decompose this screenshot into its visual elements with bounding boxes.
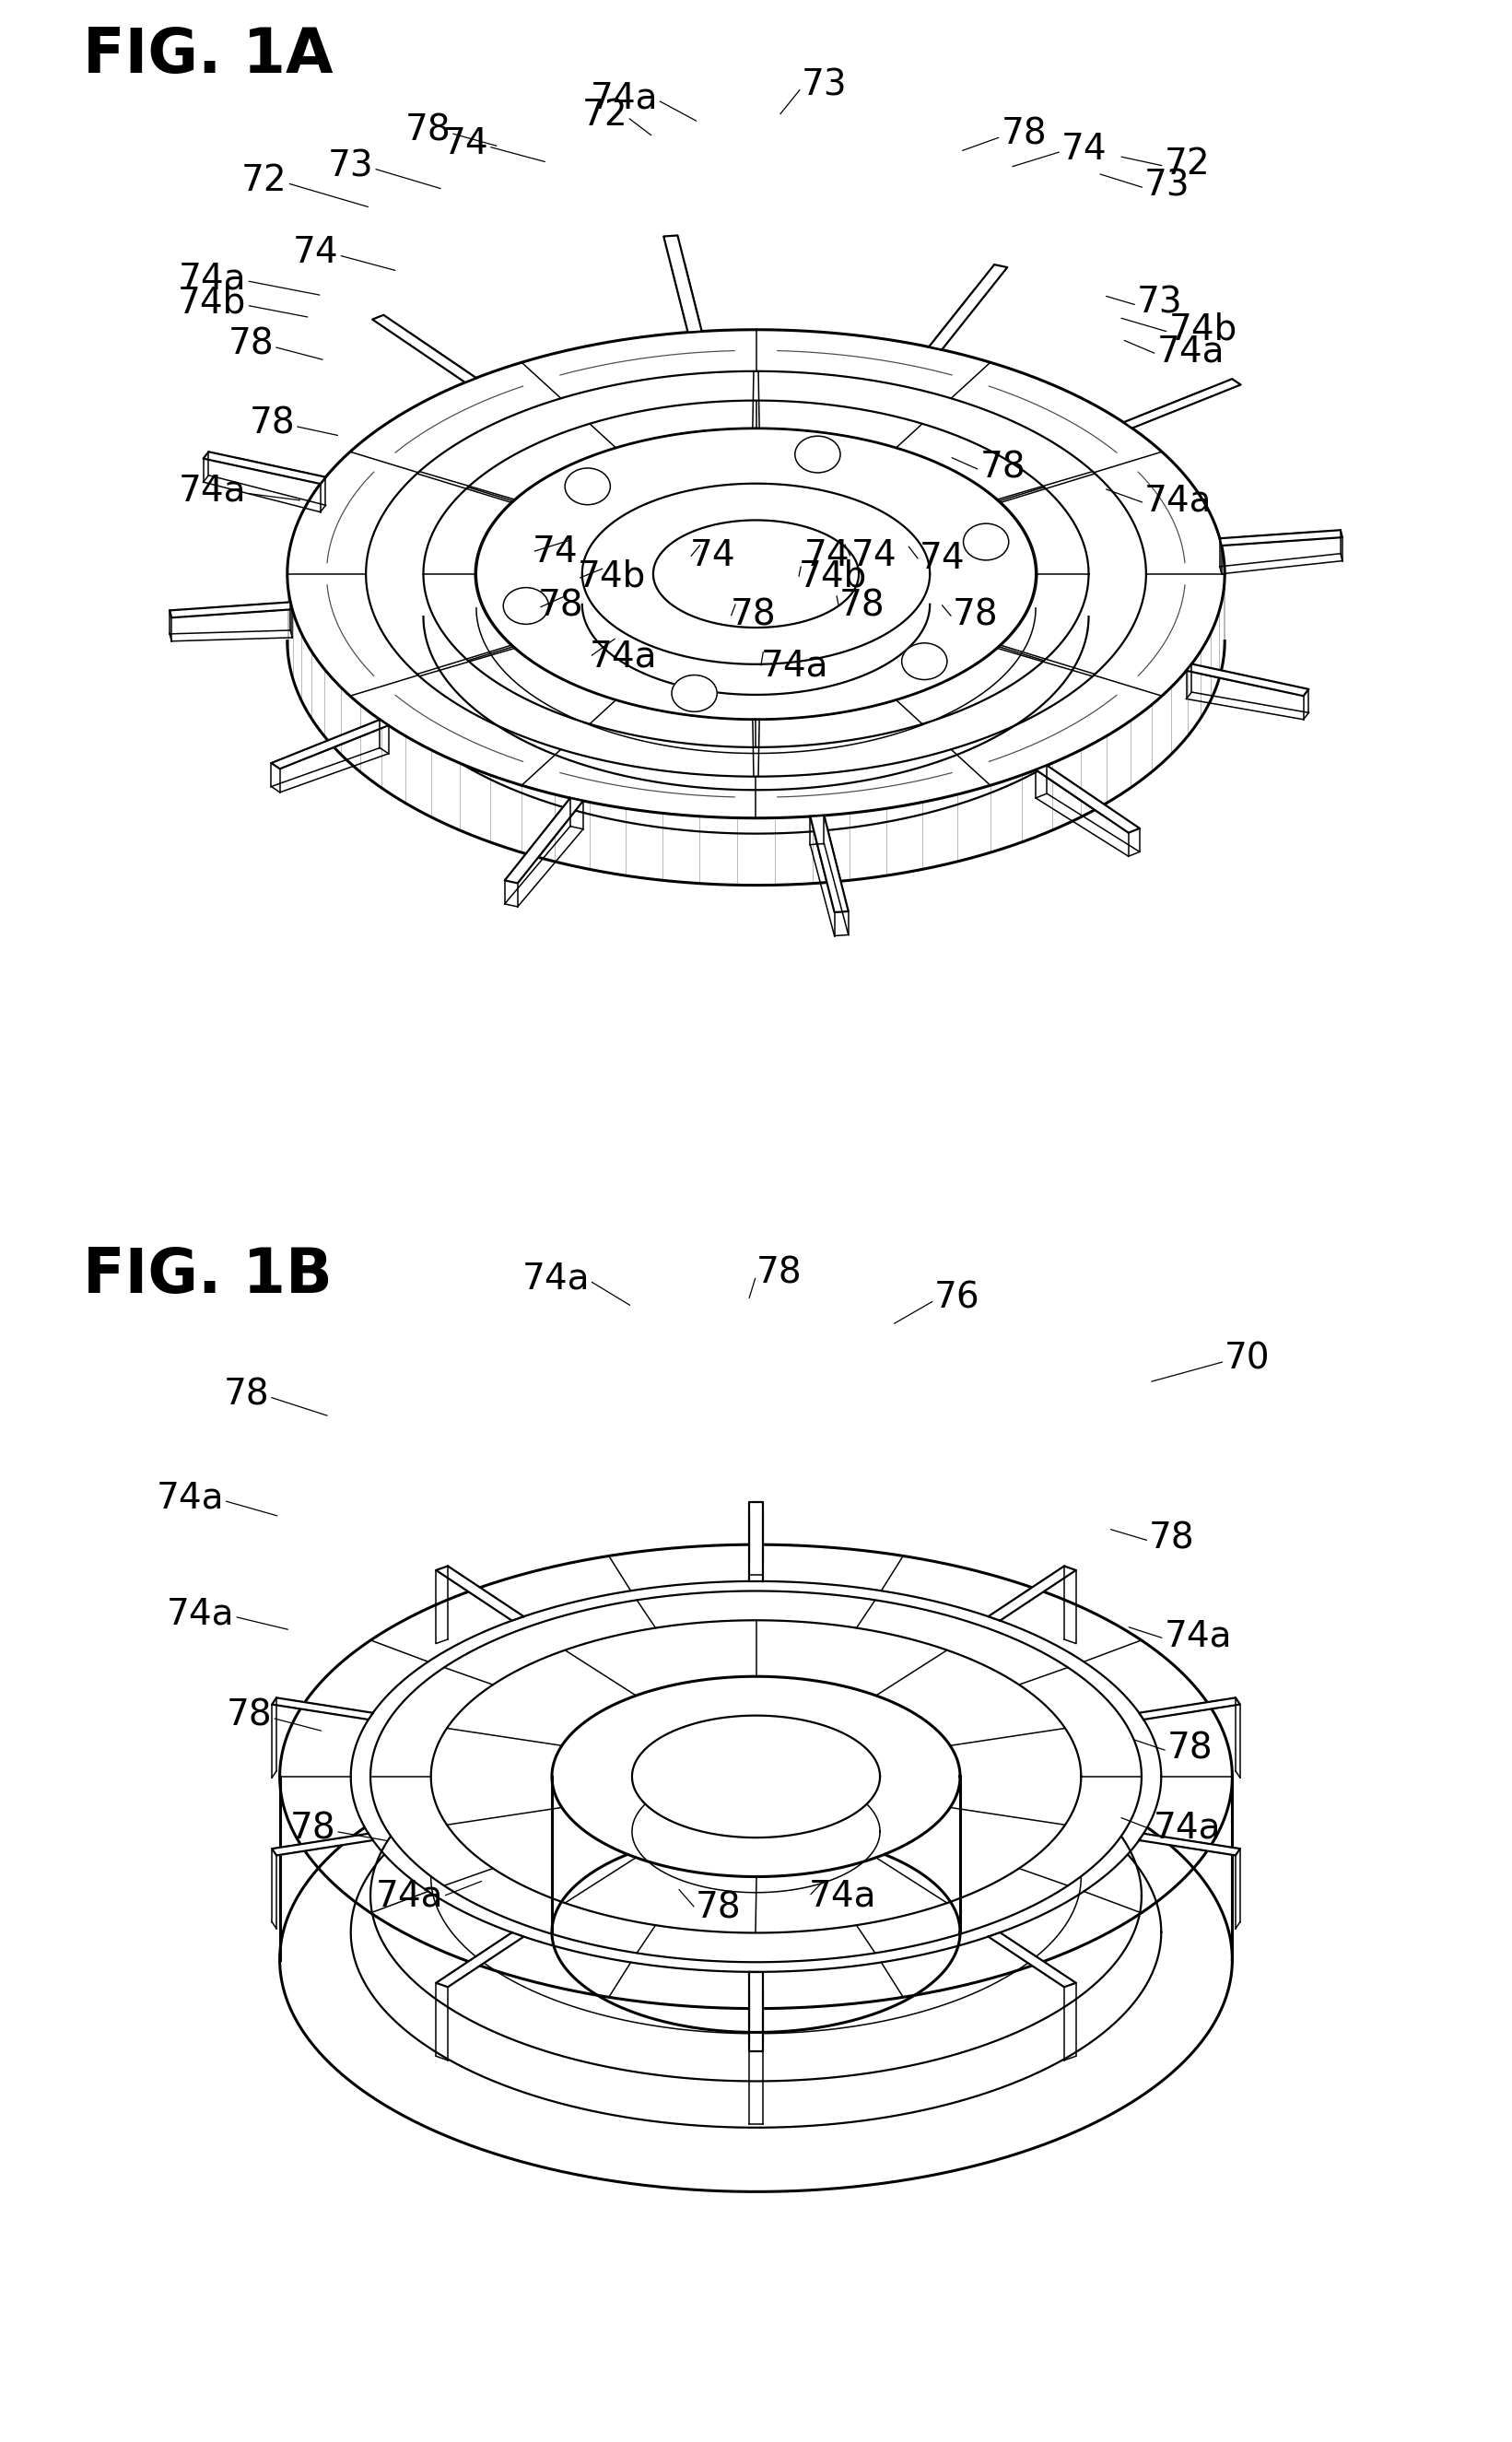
Text: 74: 74 [293,234,339,271]
Text: 78: 78 [730,598,776,632]
Polygon shape [272,1834,373,1856]
Text: 74b: 74b [178,286,246,320]
Text: FIG. 1A: FIG. 1A [83,24,334,85]
Text: 73: 73 [1137,286,1182,320]
Text: 73: 73 [328,149,373,183]
Text: 78: 78 [1149,1521,1194,1556]
Polygon shape [351,1582,1161,1971]
Text: 78: 78 [1001,117,1046,151]
Text: 78: 78 [696,1890,741,1927]
Text: 78: 78 [227,1697,272,1734]
Text: 74a: 74a [1154,1810,1222,1846]
Polygon shape [632,1717,880,1836]
Polygon shape [1220,530,1343,545]
Text: 74a: 74a [156,1480,224,1516]
Polygon shape [664,234,702,332]
Circle shape [795,437,841,474]
Polygon shape [582,484,930,664]
Text: 74a: 74a [178,474,246,508]
Text: 74a: 74a [1145,484,1213,518]
Polygon shape [748,1502,764,1582]
Text: 78: 78 [839,589,885,623]
Circle shape [671,674,717,711]
Text: 72: 72 [1164,147,1210,181]
Text: 74a: 74a [1164,1619,1232,1653]
Polygon shape [653,520,859,628]
Polygon shape [505,799,584,884]
Polygon shape [287,330,1225,818]
Polygon shape [1187,664,1309,696]
Polygon shape [372,315,476,383]
Circle shape [963,523,1009,559]
Text: 78: 78 [224,1377,269,1411]
Circle shape [503,589,549,625]
Text: 74b: 74b [798,559,866,593]
Text: 74: 74 [1061,132,1107,166]
Text: 74a: 74a [375,1878,443,1915]
Text: 74: 74 [919,540,965,576]
Text: 78: 78 [538,589,584,623]
Polygon shape [476,430,1036,718]
Polygon shape [423,400,1089,747]
Polygon shape [1036,764,1140,833]
Text: 73: 73 [801,68,847,103]
Polygon shape [280,1546,1232,2007]
Text: 78: 78 [1167,1731,1213,1766]
Polygon shape [1139,1834,1240,1856]
Text: 74a: 74a [166,1597,234,1631]
Text: 72: 72 [582,98,627,132]
Circle shape [565,469,611,505]
Polygon shape [435,1932,523,1988]
Text: 76: 76 [934,1280,980,1316]
Polygon shape [435,1565,523,1621]
Circle shape [901,642,947,679]
Text: 78: 78 [980,449,1025,486]
Polygon shape [552,1678,960,1875]
Text: 74a: 74a [809,1878,877,1915]
Polygon shape [989,1565,1077,1621]
Polygon shape [928,264,1007,349]
Polygon shape [203,452,325,484]
Text: 74: 74 [851,537,897,574]
Text: 78: 78 [405,112,451,149]
Text: 74: 74 [532,535,578,569]
Text: 74a: 74a [1157,335,1225,369]
Polygon shape [1123,379,1241,427]
Text: 78: 78 [290,1812,336,1846]
Text: 74: 74 [689,537,735,574]
Text: 74: 74 [443,127,488,161]
Text: 78: 78 [249,405,295,442]
Polygon shape [810,816,848,913]
Text: 74: 74 [804,537,850,574]
Polygon shape [169,603,292,618]
Polygon shape [431,1621,1081,1932]
Text: 74a: 74a [590,640,658,674]
Text: 74a: 74a [178,261,246,295]
Polygon shape [366,371,1146,777]
Polygon shape [287,330,1225,818]
Text: 73: 73 [1145,168,1190,203]
Text: 74a: 74a [590,81,658,115]
Text: 72: 72 [242,164,287,198]
Text: 70: 70 [1225,1341,1270,1377]
Polygon shape [748,1971,764,2051]
Text: 78: 78 [228,327,274,361]
Polygon shape [370,1592,1142,1961]
Polygon shape [423,400,1089,747]
Polygon shape [271,720,389,769]
Text: 78: 78 [953,598,998,632]
Text: 78: 78 [756,1255,801,1292]
Text: FIG. 1B: FIG. 1B [83,1245,333,1306]
Text: 74b: 74b [578,559,646,593]
Text: 74a: 74a [522,1260,590,1297]
Polygon shape [272,1697,373,1719]
Polygon shape [1139,1697,1240,1719]
Text: 74b: 74b [1169,313,1237,347]
Polygon shape [989,1932,1077,1988]
Text: 74a: 74a [761,647,829,684]
